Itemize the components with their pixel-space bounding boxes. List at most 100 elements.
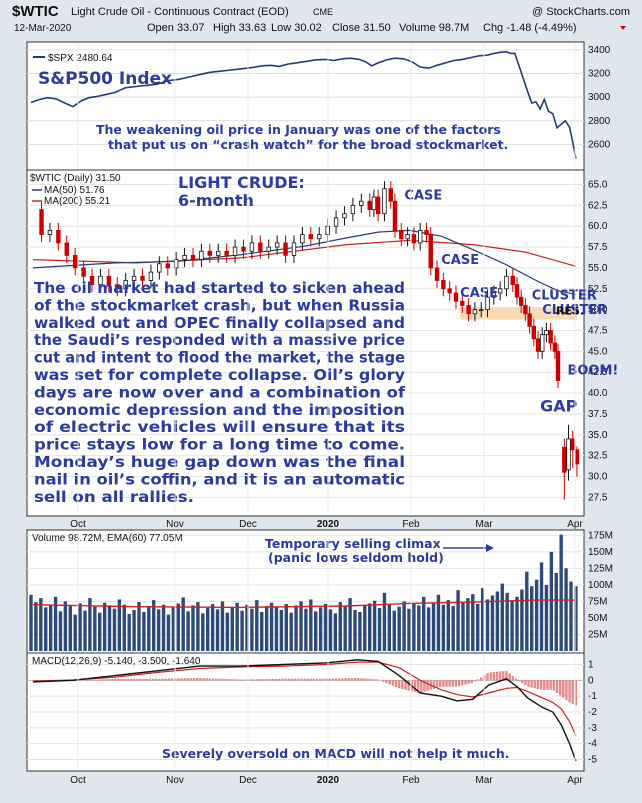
macd-histogram-bar <box>366 678 369 681</box>
macd-histogram-bar <box>110 678 114 681</box>
macd-histogram-bar <box>205 678 208 681</box>
volume-legend: Volume 98.72M, EMA(60) 77.05M <box>32 533 183 544</box>
volume-tick-label: 25M <box>588 629 607 640</box>
macd-histogram-bar <box>142 678 145 681</box>
commentary-line: Monday’s huge gap down was the final <box>34 453 405 471</box>
commentary-line: of electric vehicles will ensure that it… <box>34 418 405 436</box>
resistance-band <box>460 307 577 320</box>
spx-title: S&P500 Index <box>38 69 172 89</box>
macd-histogram-bar <box>249 679 253 681</box>
volume-bar <box>117 599 122 651</box>
macd-histogram-bar <box>413 680 417 692</box>
macd-histogram-bar <box>423 680 426 692</box>
macd-histogram-bar <box>98 679 101 681</box>
volume-bar <box>343 606 347 651</box>
macd-histogram-bar <box>224 678 227 681</box>
candle-body <box>274 242 280 248</box>
candle-body <box>350 204 356 215</box>
price-legend: $WTIC (Daily) 31.50 <box>30 173 121 184</box>
volume-bar <box>485 599 490 651</box>
macd-histogram-bar <box>416 680 420 693</box>
price-title-line: LIGHT CRUDE: <box>178 173 305 192</box>
volume-bar <box>368 603 372 651</box>
down-arrow-icon <box>620 26 626 30</box>
volume-bar <box>34 602 38 651</box>
volume-bar <box>29 594 33 651</box>
candle-body <box>527 313 532 327</box>
price-tick-label: 35.0 <box>588 430 608 441</box>
candle-body <box>173 259 179 269</box>
candle-body <box>548 330 553 344</box>
change-label: Chg -1.48 (-4.49%) <box>483 22 577 34</box>
candle-body <box>165 263 170 269</box>
volume-bar <box>269 602 274 651</box>
macd-histogram-bar <box>136 678 139 681</box>
price-x-tick-label: Nov <box>166 519 184 530</box>
macd-histogram-bar <box>420 680 423 693</box>
macd-histogram-bar <box>426 680 429 691</box>
price-tick-label: 42.5 <box>588 367 608 378</box>
macd-histogram-bar <box>233 679 237 681</box>
volume-tick-label: 100M <box>588 580 613 591</box>
volume-bar <box>299 601 303 651</box>
volume-bar <box>166 614 171 651</box>
candle-body <box>472 309 478 315</box>
macd-histogram-bar <box>240 679 243 681</box>
spx-legend: $SPX 2480.64 <box>48 53 113 64</box>
candle-body <box>258 242 263 252</box>
macd-histogram-bar <box>347 678 350 681</box>
volume-bar <box>549 551 554 651</box>
macd-histogram-bar <box>126 678 129 681</box>
candle-body <box>199 250 204 260</box>
volume-bar <box>176 603 180 651</box>
macd-tick-label: -4 <box>588 739 597 750</box>
macd-histogram-bar <box>129 678 133 681</box>
macd-histogram-bar <box>363 678 366 681</box>
price-x-tick-label: Apr <box>567 519 583 530</box>
macd-histogram-bar <box>338 678 341 681</box>
volume-bar <box>397 606 401 651</box>
chart-header: $WTIC Light Crude Oil - Continuous Contr… <box>12 3 630 34</box>
volume-bar <box>530 586 534 651</box>
macd-histogram-bar <box>539 680 543 690</box>
volume-bar <box>250 608 254 651</box>
macd-tick-label: -5 <box>588 755 597 766</box>
macd-histogram-bar <box>511 676 514 681</box>
macd-histogram-bar <box>555 680 559 693</box>
candle-body <box>460 300 465 306</box>
candle-body <box>441 280 446 290</box>
volume-bar <box>539 562 544 651</box>
volume-bar <box>505 592 509 651</box>
macd-tick-label: 1 <box>588 660 594 671</box>
macd-histogram-bar <box>514 678 518 681</box>
macd-histogram-bar <box>230 679 234 681</box>
macd-histogram-bar <box>328 678 331 681</box>
candle-body <box>123 280 128 290</box>
commentary-line: nail in oil’s coffin, and it is an autom… <box>34 470 405 488</box>
macd-histogram-bar <box>180 678 183 681</box>
macd-histogram-bar <box>290 678 294 681</box>
volume-bar <box>137 602 141 651</box>
volume-bar <box>515 596 519 651</box>
macd-histogram-bar <box>486 673 489 681</box>
volume-bar <box>510 600 514 651</box>
macd-histogram-bar <box>397 680 401 689</box>
macd-histogram-bar <box>505 670 508 681</box>
price-x-tick-label: Mar <box>475 519 493 530</box>
price-tick-label: 62.5 <box>588 200 608 211</box>
volume-bar <box>456 590 460 651</box>
candle-body <box>190 255 196 260</box>
volume-bar <box>431 602 436 651</box>
macd-histogram-bar <box>107 679 111 681</box>
macd-histogram-bar <box>227 679 230 681</box>
macd-histogram-bar <box>202 678 205 681</box>
volume-bar <box>392 610 396 651</box>
macd-histogram-bar <box>192 678 196 681</box>
macd-histogram-bar <box>546 680 549 690</box>
volume-annotation-line: Temporary selling climax <box>265 536 441 551</box>
volume-bar <box>206 608 210 651</box>
commentary-line: walked out and OPEC finally collapsed an… <box>34 314 405 332</box>
candle-body <box>375 196 381 215</box>
candle-body <box>411 234 417 244</box>
